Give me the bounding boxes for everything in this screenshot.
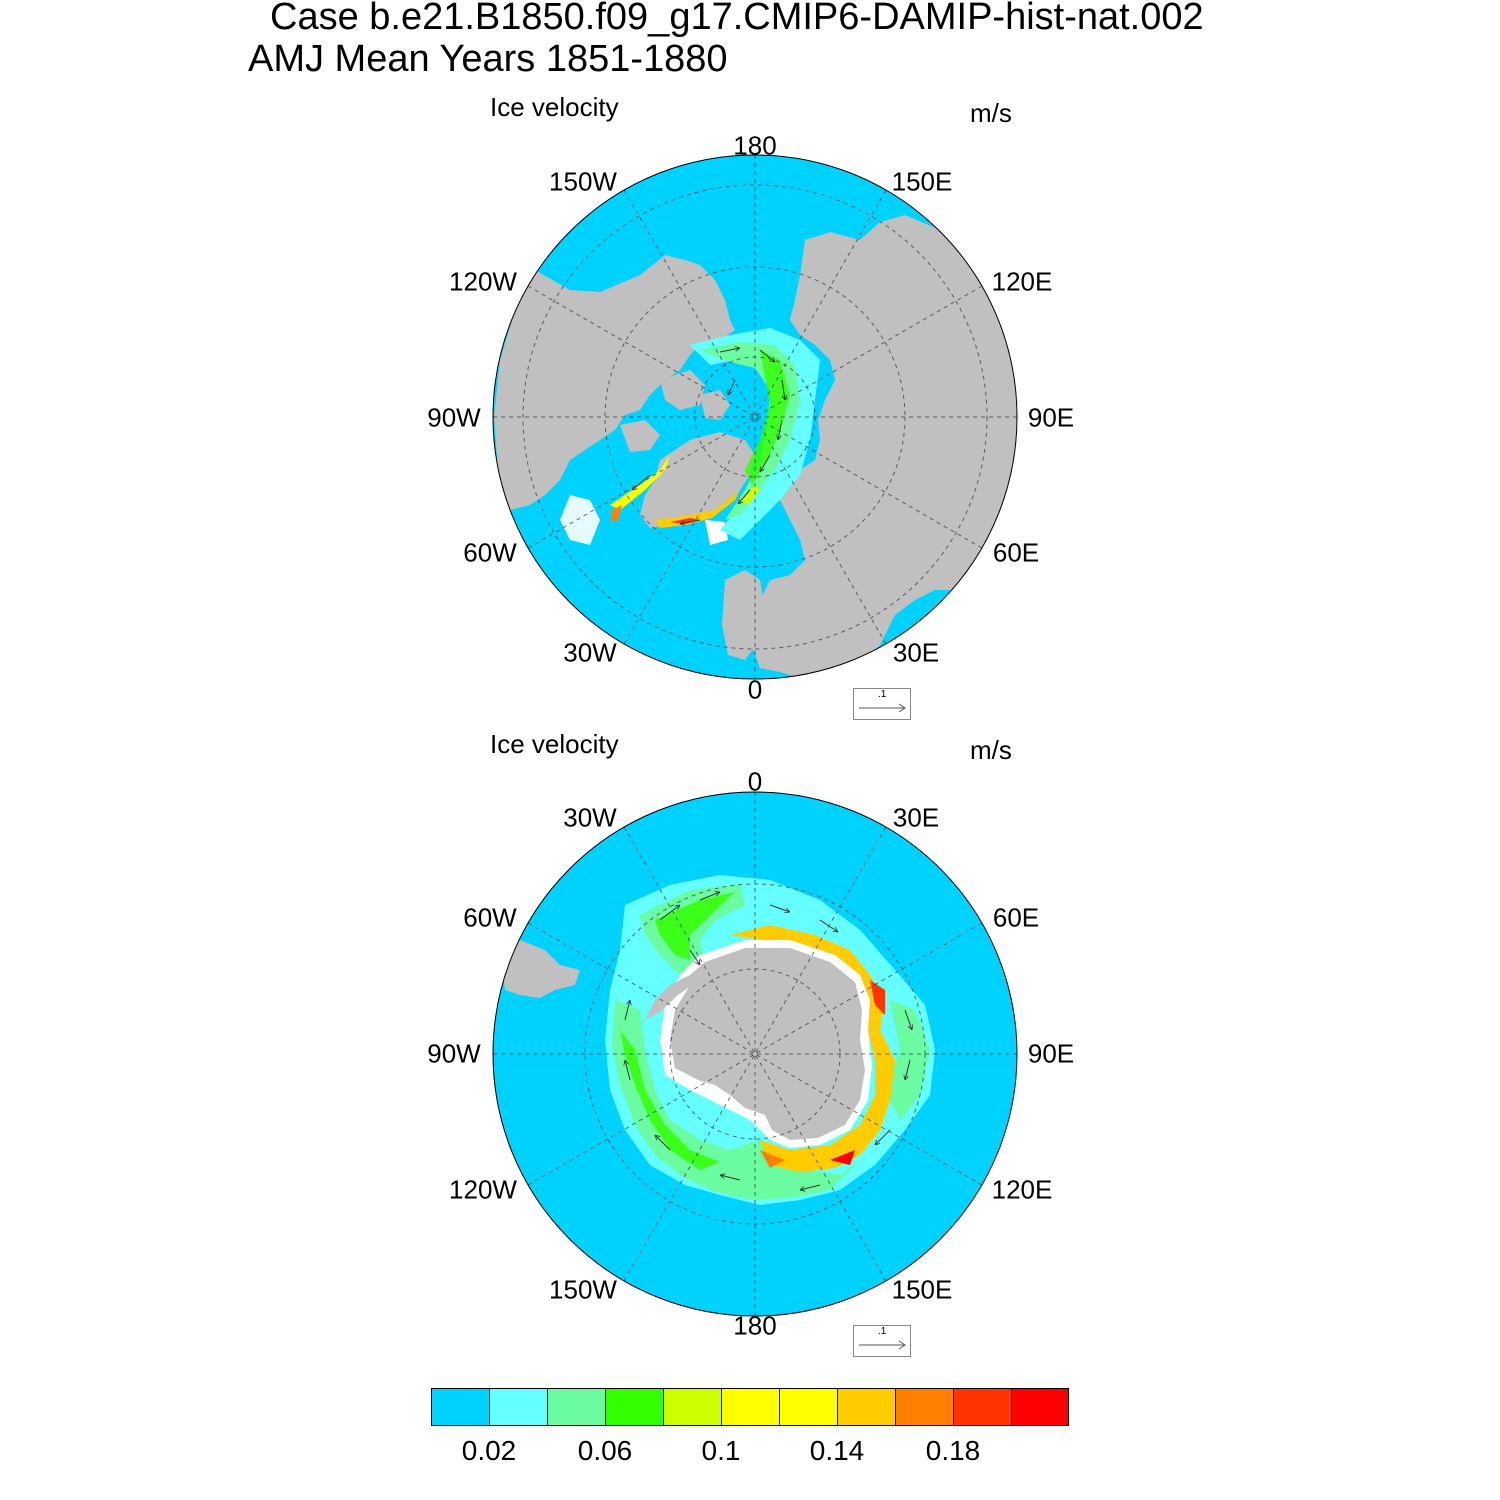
colorbar-tick-label: 0.18 [925,1435,981,1466]
lon-label: 150W [549,1274,617,1305]
lon-label: 150W [549,166,617,197]
lon-label: 30E [892,802,940,833]
lon-label: 90W [427,1038,481,1069]
antarctic-map [493,792,1017,1316]
eurasia-land [750,215,1017,678]
colorbar-tick-label: 0.06 [577,1435,633,1466]
antarctica-land [670,948,865,1140]
lon-label: 30W [563,802,617,833]
reference-vector-box: .1 [853,688,911,720]
colorbar-cell [895,1388,953,1426]
reference-arrow-icon [859,1340,906,1350]
plot-title-case: Case b.e21.B1850.f09_g17.CMIP6-DAMIP-his… [270,0,1204,38]
lon-label: 60E [992,537,1040,568]
colorbar-cell [1011,1388,1069,1426]
lon-label: 90W [427,402,481,433]
colorbar-cell [547,1388,605,1426]
north-america-land [494,255,735,510]
panel2-title: Ice velocity [490,729,619,759]
lon-label: 90E [1027,402,1075,433]
colorbar-cell [779,1388,837,1426]
lon-label: 150E [891,1274,953,1305]
reference-vector-box: .1 [853,1325,911,1357]
lon-label: 180 [733,1310,777,1341]
lon-label: 30E [892,637,940,668]
lon-label: 0 [747,766,763,797]
colorbar-cell [837,1388,895,1426]
lon-label: 0 [747,674,763,705]
south-america-land [500,940,580,998]
colorbar-cell [431,1388,489,1426]
lon-label: 60W [463,537,517,568]
colorbar-cell [489,1388,547,1426]
lon-label: 30W [563,637,617,668]
lon-label: 120W [449,1174,517,1205]
colorbar-tick-label: 0.02 [461,1435,517,1466]
lon-label: 120E [991,1174,1053,1205]
colorbar-tick-label: 0.14 [809,1435,865,1466]
colorbar-cell [605,1388,663,1426]
panel1-title: Ice velocity [490,92,619,122]
colorbar-cell [663,1388,721,1426]
colorbar [431,1388,1069,1426]
lon-label: 120W [449,266,517,297]
reference-arrow-icon [859,703,906,713]
panel1-units: m/s [970,98,1012,128]
lon-label: 180 [733,130,777,161]
colorbar-cell [721,1388,779,1426]
arctic-map [493,155,1017,679]
panel2-units: m/s [970,735,1012,765]
reference-vector-value: .1 [878,1326,887,1337]
lon-label: 60W [463,902,517,933]
reference-vector-value: .1 [878,689,887,700]
plot-title-season: AMJ Mean Years 1851-1880 [248,38,728,80]
lon-label: 90E [1027,1038,1075,1069]
lon-label: 120E [991,266,1053,297]
colorbar-cell [953,1388,1011,1426]
lon-label: 150E [891,166,953,197]
lon-label: 60E [992,902,1040,933]
greenland-land [640,432,755,528]
colorbar-tick-label: 0.1 [701,1435,741,1466]
